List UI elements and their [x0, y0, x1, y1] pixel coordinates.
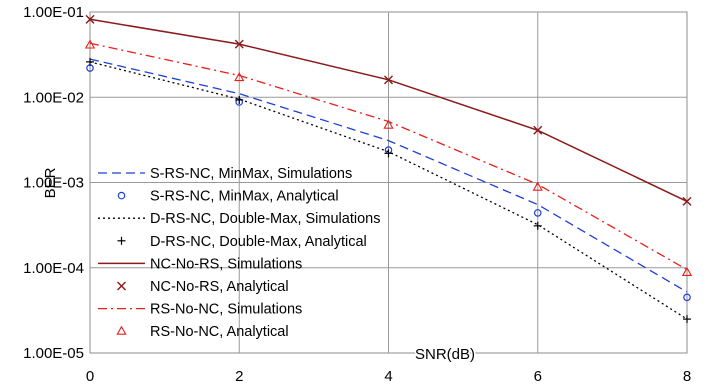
legend-label: RS-No-NC, Analytical — [150, 324, 289, 340]
data-point — [533, 221, 542, 230]
y-tick-label: 1.00E-01 — [23, 4, 84, 21]
data-point — [682, 196, 692, 206]
data-point — [84, 39, 96, 49]
legend-label: NC-No-RS, Analytical — [150, 279, 289, 295]
legend-label: S-RS-NC, MinMax, Analytical — [150, 189, 339, 205]
legend-marker-swatch — [117, 191, 126, 200]
grid-layer — [90, 12, 687, 353]
x-tick-label: 0 — [86, 368, 94, 385]
data-point — [234, 71, 245, 82]
legend-label: D-RS-NC, Double-Max, Simulations — [150, 211, 380, 227]
legend-label: NC-No-RS, Simulations — [150, 256, 302, 272]
data-point — [384, 149, 393, 158]
y-tick-label: 1.00E-02 — [23, 89, 84, 106]
data-point — [533, 209, 542, 217]
x-tick-label: 6 — [534, 368, 542, 385]
series-3 — [86, 57, 691, 324]
data-point — [86, 57, 94, 66]
legend-entry: NC-No-RS, Simulations — [98, 256, 302, 272]
data-point — [85, 14, 95, 24]
data-point — [384, 75, 393, 85]
data-point — [681, 266, 693, 277]
legend: S-RS-NC, MinMax, Simulations S-RS-NC, Min… — [98, 166, 380, 340]
y-tick-label: 1.00E-05 — [23, 345, 84, 362]
series-5 — [85, 14, 692, 206]
data-point — [383, 119, 394, 129]
x-tick-label: 2 — [235, 368, 243, 385]
series-line — [89, 58, 688, 293]
series-7 — [84, 39, 693, 277]
data-point — [235, 95, 244, 104]
data-point — [683, 315, 691, 324]
series-layer — [84, 14, 693, 324]
data-point — [683, 293, 691, 302]
legend-entry: D-RS-NC, Double-Max, Analytical — [117, 234, 367, 250]
legend-entry: S-RS-NC, MinMax, Analytical — [117, 189, 339, 205]
x-tick-label: 4 — [384, 368, 392, 385]
x-axis-title: SNR(dB) — [415, 346, 475, 363]
data-point — [532, 181, 543, 191]
legend-label: RS-No-NC, Simulations — [150, 302, 302, 318]
series-0 — [89, 58, 688, 293]
legend-label: S-RS-NC, MinMax, Simulations — [150, 166, 352, 182]
legend-entry: RS-No-NC, Analytical — [116, 324, 289, 340]
data-point — [533, 125, 543, 135]
tick-layer: 0 2 4 6 8 1.00E-05 1.00E-04 1.00E-03 1.00E-02 1.0… — [23, 4, 691, 385]
legend-marker-swatch — [117, 281, 126, 291]
legend-label: D-RS-NC, Double-Max, Analytical — [150, 234, 367, 250]
legend-marker-swatch — [117, 236, 126, 245]
legend-marker-swatch — [116, 325, 127, 335]
legend-entry: RS-No-NC, Simulations — [98, 302, 302, 318]
x-tick-label: 8 — [683, 368, 691, 385]
legend-entry: S-RS-NC, MinMax, Simulations — [98, 166, 352, 182]
data-point — [234, 39, 244, 49]
y-axis-title: BER — [42, 167, 59, 198]
y-tick-label: 1.00E-03 — [23, 175, 84, 192]
legend-entry: NC-No-RS, Analytical — [117, 279, 289, 295]
legend-entry: D-RS-NC, Double-Max, Simulations — [98, 211, 380, 227]
y-tick-label: 1.00E-04 — [23, 260, 84, 277]
